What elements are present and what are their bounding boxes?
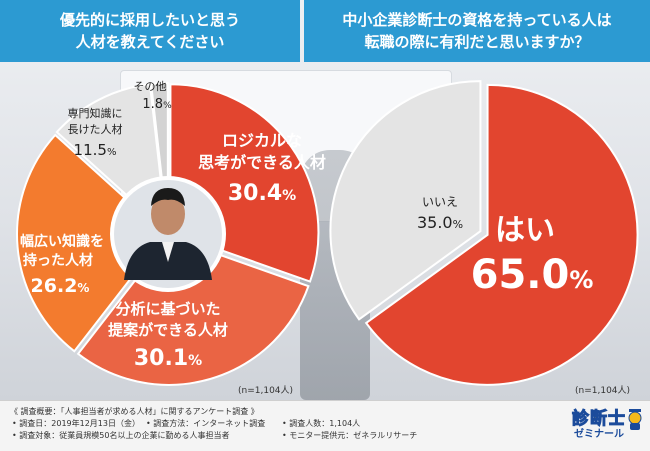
mascot-icon (628, 409, 642, 430)
slice-label-expert-line1: 専門知識に (68, 106, 123, 120)
survey-title: 《 調査概要：「人事担当者が求める人材」に関するアンケート調査 》 (10, 407, 259, 416)
survey-count: • 調査人数：1,104人 (282, 419, 361, 428)
left-sample-size: (n=1,104人) (238, 386, 294, 396)
left-question-line2: 人材を教えてください (75, 33, 225, 51)
slice-label-expert-line2: 長けた人材 (68, 122, 123, 136)
slice-value-logical: 30.4% (228, 181, 296, 206)
slice-value-no: 35.0% (417, 213, 463, 232)
pie-slice-0 (364, 83, 639, 386)
slice-label-logical-line1: ロジカルな (222, 131, 302, 150)
slice-value-expert: 11.5% (74, 141, 117, 159)
slice-label-no: いいえ (422, 195, 458, 209)
slice-label-yes: はい (495, 213, 555, 248)
survey-overview-footer: 《 調査概要：「人事担当者が求める人材」に関するアンケート調査 》 • 調査日：… (0, 400, 650, 451)
pie-slice-2 (16, 133, 167, 353)
right-question-line2: 転職の際に有利だと思いますか？ (364, 33, 590, 51)
charts-canvas: ロジカルな 思考ができる人材 30.4% 分析に基づいた 提案ができる人材 30… (16, 80, 639, 386)
pie-slice-1 (329, 80, 482, 321)
slice-label-analysis-line2: 提案ができる人材 (108, 321, 228, 339)
shindanshi-seminar-logo: 診断士 ゼミナール (555, 403, 643, 447)
left-question-header: 優先的に採用したいと思う 人材を教えてください (0, 0, 300, 62)
pie-slice-1 (76, 235, 310, 386)
slice-label-broad-line2: 持った人材 (23, 252, 93, 269)
left-question-line1: 優先的に採用したいと思う (59, 11, 240, 29)
slice-value-other: 1.8% (142, 97, 172, 112)
slice-label-analysis-line1: 分析に基づいた (115, 300, 220, 318)
center-photo (110, 176, 226, 292)
survey-provider: • モニター提供元：ゼネラルリサーチ (282, 431, 418, 440)
left-pie-chart (16, 82, 320, 386)
slice-label-broad-line1: 幅広い知識を (20, 233, 104, 250)
survey-method: • 調査方法：インターネット調査 (146, 419, 266, 428)
survey-target: • 調査対象：従業員規模50名以上の企業に勤める人事担当者 (12, 431, 230, 440)
right-question-line1: 中小企業診断士の資格を持っている人は (342, 11, 612, 29)
slice-label-logical-line2: 思考ができる人材 (198, 153, 326, 172)
right-sample-size: (n=1,104人) (575, 386, 631, 396)
logo-sub-text: ゼミナール (574, 429, 624, 440)
logo-main-text: 診断士 (572, 409, 626, 430)
right-question-header: 中小企業診断士の資格を持っている人は 転職の際に有利だと思いますか？ (304, 0, 650, 62)
right-pie-chart (329, 80, 639, 386)
slice-label-other: その他 (134, 80, 167, 93)
slice-value-yes: 65.0% (471, 252, 594, 298)
slice-value-broad: 26.2% (31, 275, 90, 297)
survey-date: • 調査日：2019年12月13日（金） (12, 419, 140, 428)
slice-value-analysis: 30.1% (134, 346, 202, 371)
